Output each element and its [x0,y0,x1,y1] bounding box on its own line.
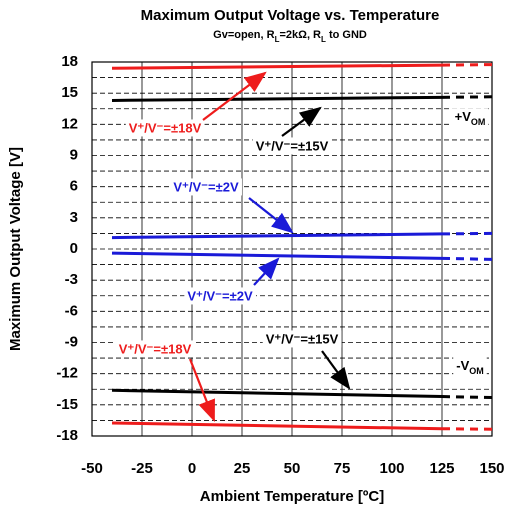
y-tick-label: 3 [70,209,78,226]
x-axis-label: Ambient Temperature [ºC] [200,488,384,505]
annotation-arrow [281,106,322,137]
series-extension [441,95,493,99]
y-tick-label: -12 [56,365,78,382]
annotation-arrow [188,358,216,423]
annotation-box [170,178,242,196]
x-tick-label: -25 [131,460,153,477]
annotation-arrow [202,71,267,121]
subtitle-part: =2kΩ, R [279,29,321,41]
y-tick-label: 0 [70,240,78,257]
x-tick-label: 25 [234,460,251,477]
annotation-arrow [321,350,351,390]
series-line [111,421,443,431]
series-extension [441,63,493,67]
plot-frame [91,61,493,437]
annotation-box [262,330,342,348]
region-label: +VOM [455,109,486,127]
annotation-box [125,119,205,137]
series-line [111,232,443,240]
annotation: V⁺/V⁻=±18V [129,120,202,135]
x-tick-label: 100 [379,460,404,477]
x-tick-label: 50 [284,460,301,477]
y-tick-label: -18 [56,427,78,444]
y-tick-label: 6 [70,178,78,195]
series-line [111,95,443,102]
x-tick-label: 75 [334,460,351,477]
annotation-box [252,137,332,155]
x-tick-label: 125 [429,460,454,477]
series-line [111,388,443,399]
annotation: V⁺/V⁻=±15V [256,138,329,153]
y-axis-label: Maximum Output Voltage [V] [7,147,24,351]
series-extension [441,231,493,236]
chart-subtitle: Gv=open, RL=2kΩ, RL to GND [213,29,367,44]
x-tick-label: -50 [81,460,103,477]
series-extension [441,395,493,400]
annotation: V⁺/V⁻=±2V [173,179,239,194]
x-tick-label: 0 [188,460,196,477]
region-label-sub: OM [471,117,486,127]
annotation-arrow [253,257,280,286]
annotation-arrow [248,197,294,234]
y-tick-label: -15 [56,396,78,413]
y-tick-label: -9 [65,333,78,350]
annotation: V⁺/V⁻=±2V [187,288,253,303]
y-tick-label: 15 [61,84,78,101]
subtitle-part: L [321,35,326,44]
y-tick-label: 9 [70,146,78,163]
series-extension [441,427,493,431]
region-label: -VOM [456,358,484,376]
y-tick-label: 12 [61,115,78,132]
annotation-box [184,287,256,305]
subtitle-part: Gv=open, R [213,29,274,41]
chart-title: Maximum Output Voltage vs. Temperature [141,7,440,24]
annotation: V⁺/V⁻=±18V [119,341,192,356]
y-tick-label: -6 [65,302,78,319]
region-label-main: -V [456,358,469,373]
annotation: V⁺/V⁻=±15V [266,331,339,346]
region-label-box [451,108,489,129]
region-label-sub: OM [469,366,484,376]
series-line [111,251,443,260]
region-label-box [453,357,487,378]
series-extension [441,256,493,261]
y-tick-label: -3 [65,271,78,288]
y-tick-label: 18 [61,53,78,70]
x-tick-label: 150 [479,460,504,477]
series-line [111,63,443,70]
annotation-box [115,340,195,358]
subtitle-part: L [275,35,280,44]
region-label-main: +V [455,109,472,124]
subtitle-part: to GND [326,29,367,41]
